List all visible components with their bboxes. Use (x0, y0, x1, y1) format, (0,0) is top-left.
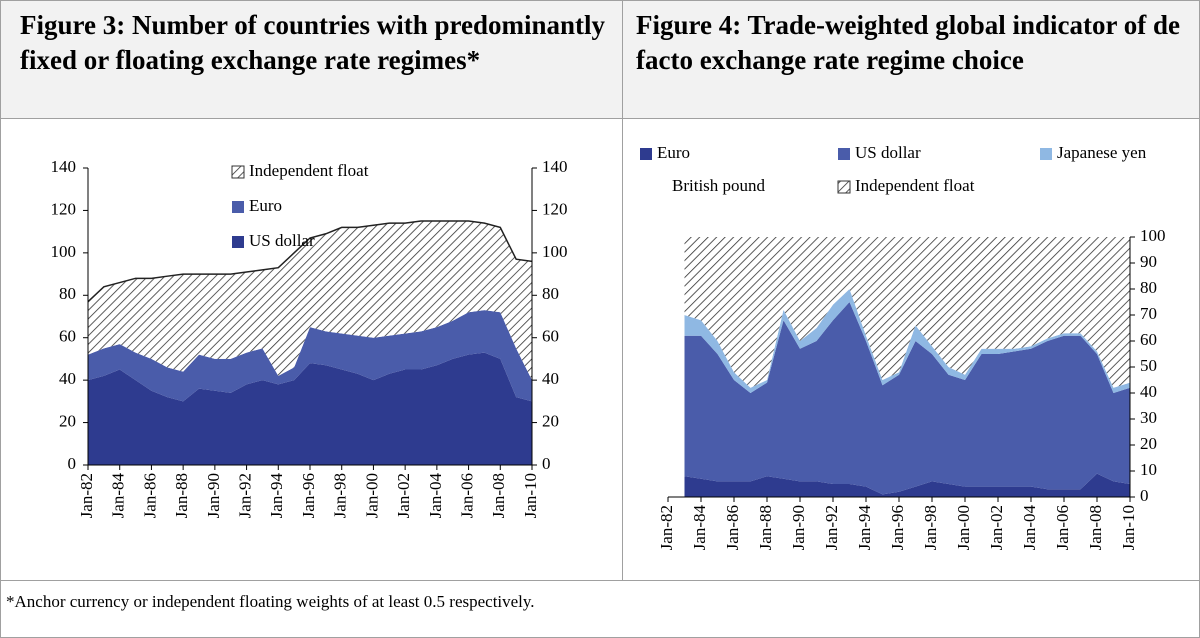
y-tick-label: 100 (51, 242, 77, 261)
x-tick-label: Jan-96 (299, 473, 318, 518)
header-background (0, 0, 1200, 118)
x-tick-label: Jan-84 (690, 505, 709, 551)
y-tick-label: 60 (542, 327, 559, 346)
footnote: *Anchor currency or independent floating… (6, 592, 535, 611)
border (0, 0, 1, 638)
legend-label: Independent float (855, 176, 975, 195)
y-tick-label: 0 (542, 454, 551, 473)
x-tick-label: Jan-86 (140, 473, 159, 518)
y-tick-label: 0 (68, 454, 77, 473)
x-tick-label: Jan-94 (855, 505, 874, 551)
border (0, 118, 1200, 119)
x-tick-label: Jan-02 (394, 473, 413, 518)
x-tick-label: Jan-04 (426, 473, 445, 519)
y-tick-label: 10 (1140, 460, 1157, 479)
border (0, 0, 1200, 1)
x-tick-label: Jan-90 (789, 505, 808, 550)
area (684, 473, 1130, 497)
legend-label: Independent float (249, 161, 369, 180)
legend-swatch (1040, 148, 1052, 160)
area (684, 237, 1130, 388)
x-tick-label: Jan-86 (723, 505, 742, 550)
x-tick-label: Jan-92 (822, 505, 841, 550)
legend-label: Euro (657, 143, 690, 162)
x-tick-label: Jan-96 (888, 505, 907, 550)
legend-swatch (655, 181, 667, 193)
y-tick-label: 30 (1140, 408, 1157, 427)
y-tick-label: 60 (59, 327, 76, 346)
y-tick-label: 40 (59, 369, 76, 388)
legend-swatch (232, 236, 244, 248)
x-tick-label: Jan-10 (1119, 505, 1138, 550)
y-tick-label: 140 (542, 157, 568, 176)
figure-title: Figure 3: Number of countries with predo… (20, 10, 605, 75)
y-tick-label: 80 (1140, 278, 1157, 297)
total-line (87, 220, 533, 303)
legend-swatch (232, 201, 244, 213)
area (88, 221, 532, 381)
x-tick-label: Jan-10 (521, 473, 540, 518)
x-tick-label: Jan-08 (489, 473, 508, 518)
legend-label: US dollar (855, 143, 921, 162)
area (88, 310, 532, 402)
legend-swatch (231, 165, 245, 179)
y-tick-label: 100 (1140, 226, 1166, 245)
y-tick-label: 80 (59, 284, 76, 303)
x-tick-label: Jan-98 (331, 473, 350, 518)
legend-label: US dollar (249, 231, 315, 250)
x-tick-label: Jan-84 (109, 473, 128, 519)
y-tick-label: 20 (1140, 434, 1157, 453)
x-tick-label: Jan-00 (954, 505, 973, 550)
chart: 0 0 20 20 40 40 60 60 80 80 100 100 120 120 140 140 Jan-… (51, 157, 568, 519)
x-tick-label: Jan-82 (77, 473, 96, 518)
legend-swatch (640, 148, 652, 160)
legend-label: Japanese yen (1057, 143, 1147, 162)
border (0, 580, 1200, 581)
x-tick-label: Jan-94 (267, 473, 286, 519)
x-tick-label: Jan-88 (756, 505, 775, 550)
legend-swatch (837, 180, 851, 194)
x-tick-label: Jan-08 (1086, 505, 1105, 550)
y-tick-label: 70 (1140, 304, 1157, 323)
x-tick-label: Jan-98 (921, 505, 940, 550)
y-tick-label: 140 (51, 157, 77, 176)
x-tick-label: Jan-00 (362, 473, 381, 518)
x-tick-label: Jan-82 (657, 505, 676, 550)
y-tick-label: 40 (1140, 382, 1157, 401)
x-tick-label: Jan-06 (457, 473, 476, 518)
legend-label: British pound (672, 176, 766, 195)
area (88, 352, 532, 465)
y-tick-label: 120 (542, 199, 568, 218)
figure-title: Figure 4: Trade-weighted global indicato… (636, 10, 1180, 75)
border (622, 0, 623, 580)
x-tick-label: Jan-88 (172, 473, 191, 518)
y-tick-label: 20 (59, 411, 76, 430)
y-tick-label: 100 (542, 242, 568, 261)
chart: 0 10 20 30 40 50 60 70 80 90 100 Jan-82 Jan-84 Jan-86… (640, 143, 1166, 551)
x-tick-label: Jan-06 (1053, 505, 1072, 550)
x-tick-label: Jan-02 (987, 505, 1006, 550)
x-tick-label: Jan-92 (235, 473, 254, 518)
y-tick-label: 80 (542, 284, 559, 303)
y-tick-label: 40 (542, 369, 559, 388)
x-tick-label: Jan-04 (1020, 505, 1039, 551)
y-tick-label: 20 (542, 411, 559, 430)
y-tick-label: 90 (1140, 252, 1157, 271)
x-tick-label: Jan-90 (204, 473, 223, 518)
legend-swatch (838, 148, 850, 160)
legend-label: Euro (249, 196, 282, 215)
area (684, 302, 1130, 495)
y-tick-label: 60 (1140, 330, 1157, 349)
y-tick-label: 120 (51, 199, 77, 218)
y-tick-label: 0 (1140, 486, 1149, 505)
y-tick-label: 50 (1140, 356, 1157, 375)
